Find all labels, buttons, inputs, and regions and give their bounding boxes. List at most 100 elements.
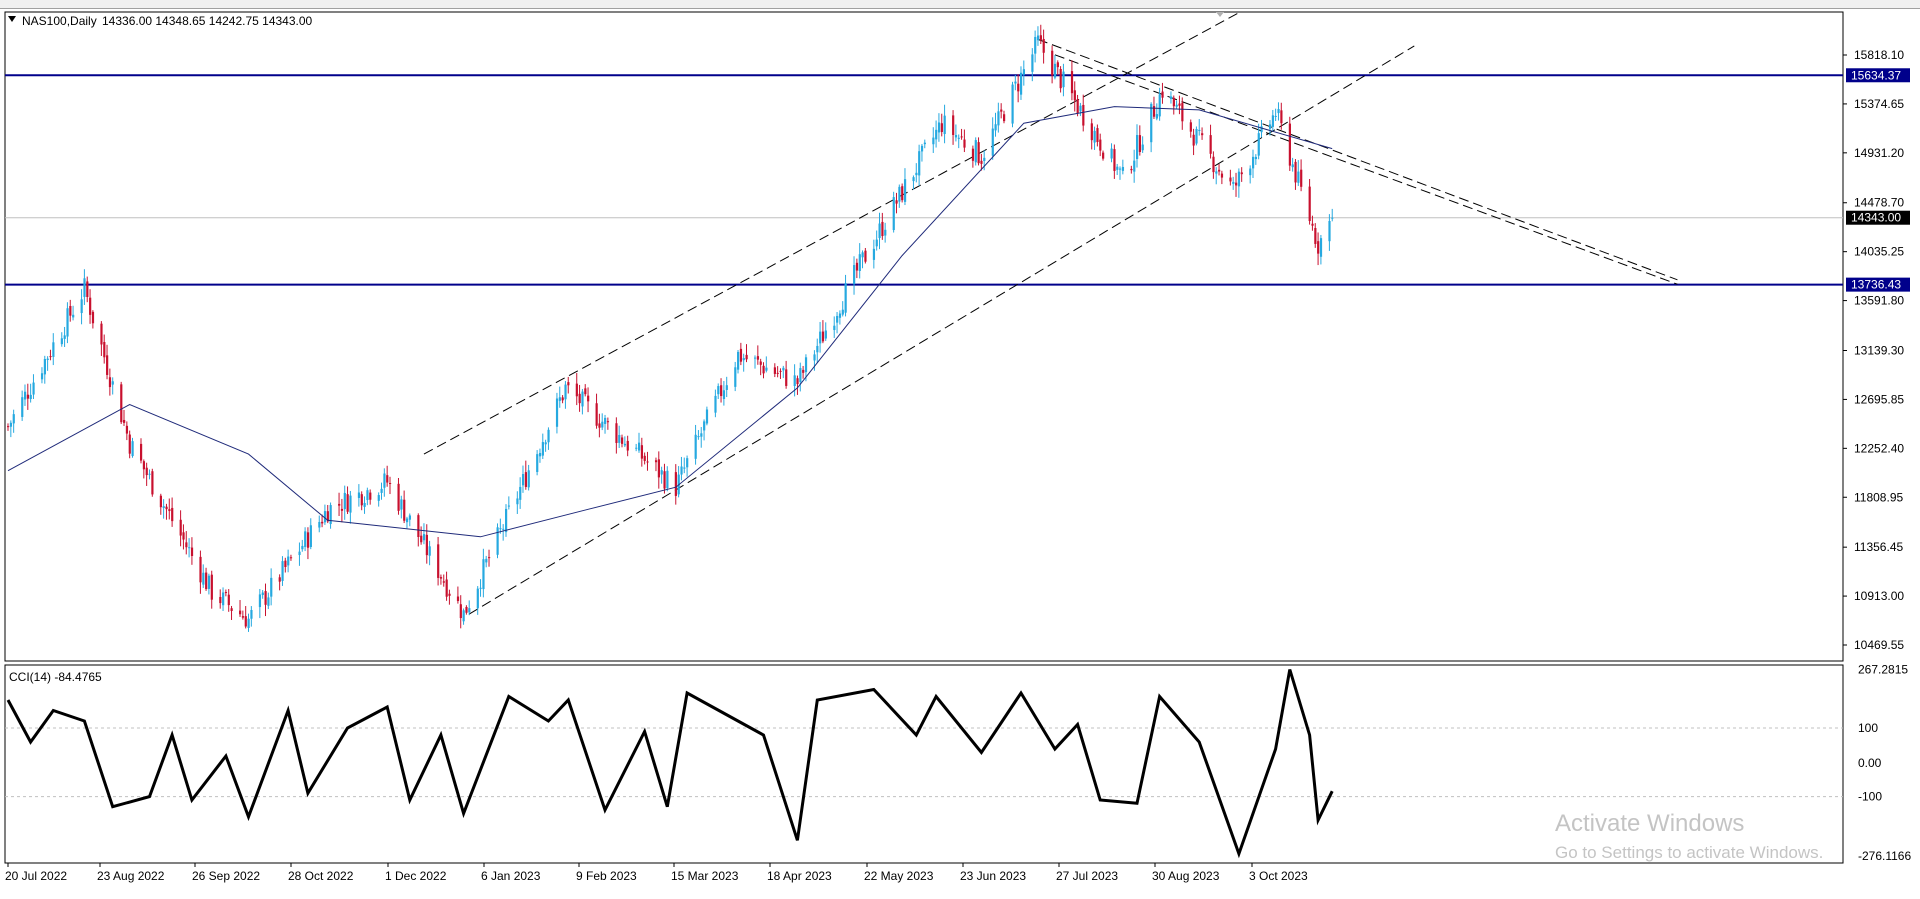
candle-body xyxy=(1036,35,1040,41)
candle-body xyxy=(499,528,502,530)
candle-body xyxy=(524,472,528,487)
candle-body xyxy=(1082,104,1085,126)
candle-body xyxy=(258,594,262,608)
candle-body xyxy=(123,419,126,423)
candle-body xyxy=(1076,99,1079,114)
candle-body xyxy=(1042,38,1045,53)
candle-body xyxy=(884,229,887,236)
candle-body xyxy=(1192,134,1195,146)
activation-watermark-subtitle: Go to Settings to activate Windows. xyxy=(1555,843,1824,862)
price-panel[interactable] xyxy=(4,11,1844,662)
candle-body xyxy=(584,388,587,395)
time-tick-label: 9 Feb 2023 xyxy=(576,869,637,883)
candle-body xyxy=(1017,83,1020,92)
candle-body xyxy=(159,495,162,508)
cci-tick-label: 100 xyxy=(1858,721,1878,735)
horizontal-levels[interactable] xyxy=(5,74,1843,286)
candle-body xyxy=(963,139,966,148)
candle-body xyxy=(1288,123,1291,166)
trendline[interactable] xyxy=(423,11,1241,455)
candle-body xyxy=(428,546,431,556)
trendline[interactable] xyxy=(1054,54,1678,285)
time-tick-label: 18 Apr 2023 xyxy=(767,869,832,883)
candle-body xyxy=(46,358,49,360)
candle-body xyxy=(397,483,400,511)
candle-body xyxy=(60,338,63,345)
candle-body xyxy=(69,306,72,316)
candle-body xyxy=(131,441,134,457)
candle-body xyxy=(26,394,30,399)
candle-body xyxy=(564,384,567,400)
candle-body xyxy=(773,367,777,374)
candle-body xyxy=(507,505,511,507)
candle-body xyxy=(29,394,32,400)
candle-body xyxy=(581,391,584,407)
candle-body xyxy=(210,574,213,600)
candle-body xyxy=(920,145,924,152)
candle-body xyxy=(1099,139,1102,151)
candle-body xyxy=(1073,90,1076,101)
shift-marker-icon[interactable] xyxy=(1216,12,1224,17)
moving-average-line xyxy=(7,106,1333,538)
candle-body xyxy=(1119,168,1122,170)
candle-body xyxy=(1328,220,1331,242)
candle-body xyxy=(363,502,366,507)
time-tick-label: 27 Jul 2023 xyxy=(1056,869,1118,883)
candle-body xyxy=(754,357,757,359)
candle-body xyxy=(654,460,658,463)
candle-body xyxy=(1195,129,1198,144)
candle-body xyxy=(357,492,361,498)
trendlines[interactable] xyxy=(423,11,1678,615)
candle-body xyxy=(694,434,697,459)
candle-body xyxy=(991,128,994,156)
candle-body xyxy=(1314,228,1317,244)
candle-body xyxy=(264,591,267,605)
candle-body xyxy=(994,124,997,131)
candle-body xyxy=(714,395,717,413)
candle-body xyxy=(1291,164,1294,168)
candle-body xyxy=(1093,130,1096,143)
candle-body xyxy=(745,354,748,360)
candle-body xyxy=(604,417,607,424)
candle-body xyxy=(448,593,451,596)
cci-panel[interactable] xyxy=(4,664,1844,864)
candle-body xyxy=(366,490,369,501)
candle-body xyxy=(83,278,86,297)
candle-body xyxy=(853,265,856,285)
candle-body xyxy=(1218,169,1221,172)
price-badges: 15634.37 13736.43 14343.00 xyxy=(1846,68,1910,292)
candle-body xyxy=(162,506,165,508)
candle-body xyxy=(1070,71,1074,94)
candle-body xyxy=(1274,115,1277,117)
candle-body xyxy=(1059,68,1062,89)
price-tick-label: 11356.45 xyxy=(1854,540,1903,554)
trendline[interactable] xyxy=(1037,38,1678,281)
candle-body xyxy=(626,440,629,451)
candle-body xyxy=(1175,104,1178,107)
dropdown-arrow-icon[interactable] xyxy=(8,16,16,22)
candle-body xyxy=(369,492,372,500)
price-tick-label: 14478.70 xyxy=(1854,196,1904,210)
candle-body xyxy=(227,594,230,606)
candle-body xyxy=(1014,81,1017,84)
candle-body xyxy=(1240,172,1243,175)
candle-body xyxy=(349,495,352,513)
candle-body xyxy=(462,610,465,622)
ohlc-label: 14336.00 14348.65 14242.75 14343.00 xyxy=(102,14,313,28)
candle-body xyxy=(304,531,307,547)
candle-body xyxy=(1056,62,1059,68)
candle-body xyxy=(1152,106,1156,117)
candle-body xyxy=(737,351,740,370)
candle-body xyxy=(782,367,785,371)
candle-body xyxy=(52,342,55,357)
candle-body xyxy=(657,459,660,478)
candle-body xyxy=(1271,115,1275,127)
candle-body xyxy=(1039,35,1042,40)
candle-body xyxy=(954,134,958,138)
candle-body xyxy=(437,544,440,578)
trendline[interactable] xyxy=(468,45,1415,615)
candle-body xyxy=(408,515,411,520)
candle-body xyxy=(1331,217,1334,219)
